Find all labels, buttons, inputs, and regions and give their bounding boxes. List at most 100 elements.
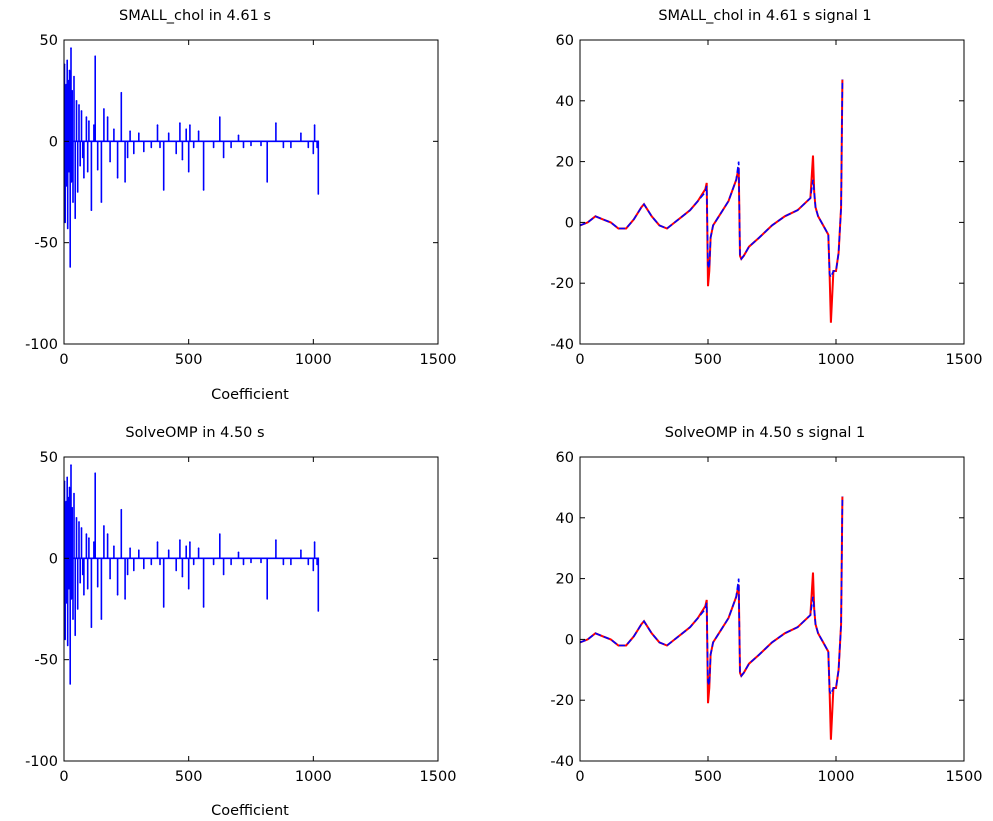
- data-point: [75, 100, 78, 102]
- data-point: [250, 144, 252, 147]
- data-point: [106, 116, 109, 118]
- data-point: [290, 146, 292, 149]
- data-point: [129, 130, 131, 132]
- data-point: [307, 563, 310, 566]
- data-point: [230, 146, 232, 149]
- data-point: [222, 156, 225, 159]
- x-axis-label: Coefficient: [211, 803, 289, 819]
- data-point: [150, 563, 153, 566]
- data-point: [162, 189, 165, 191]
- data-point: [230, 563, 232, 566]
- data-point: [96, 168, 99, 171]
- series-line: [579, 496, 844, 740]
- data-point: [212, 146, 215, 149]
- data-point: [65, 83, 67, 86]
- data-point: [94, 55, 96, 57]
- x-tick-label: 0: [59, 769, 68, 785]
- data-point: [85, 533, 88, 535]
- data-point: [150, 146, 153, 149]
- data-point: [300, 132, 302, 134]
- data-point: [66, 227, 69, 230]
- subplot-signal-small-chol: SMALL_chol in 4.61 s signal 1 0 500 1000 15…: [550, 8, 982, 368]
- data-point: [317, 193, 320, 195]
- data-point: [103, 525, 105, 527]
- x-tick-label: 1500: [946, 769, 983, 785]
- plot-area: 0 500 1000 1500 -40 -20 0 20 40 60: [550, 33, 982, 368]
- data-point: [312, 569, 315, 572]
- data-point: [120, 91, 123, 94]
- data-point: [68, 486, 71, 489]
- x-tick-label: 0: [575, 769, 584, 785]
- data-point: [175, 152, 177, 155]
- data-point: [86, 170, 89, 173]
- x-axis-label: Coefficient: [211, 387, 289, 403]
- data-point: [250, 561, 252, 564]
- data-point: [300, 549, 302, 551]
- data-point: [282, 563, 285, 566]
- data-point: [126, 573, 129, 576]
- data-point: [202, 189, 205, 191]
- y-tick-label: 0: [49, 551, 58, 567]
- data-point: [74, 217, 76, 220]
- data-point: [78, 104, 80, 106]
- y-tick-label: -40: [550, 754, 574, 770]
- data-point: [316, 563, 318, 566]
- x-tick-label: 500: [175, 769, 203, 785]
- data-point: [69, 266, 71, 268]
- data-point: [73, 75, 75, 78]
- data-point: [187, 587, 190, 590]
- data-point: [113, 128, 115, 130]
- data-point: [70, 47, 72, 49]
- data-point: [116, 177, 119, 179]
- data-point: [156, 541, 159, 543]
- axes-box: [63, 39, 439, 345]
- subplot-signal-solveomp: SolveOMP in 4.50 s signal 1 0 500 1000 1500…: [550, 425, 982, 785]
- data-point: [66, 644, 69, 647]
- data-point: [109, 577, 111, 580]
- data-point: [167, 132, 170, 134]
- x-tick-label: 1500: [946, 352, 983, 368]
- data-point: [266, 598, 269, 600]
- data-point: [126, 156, 129, 159]
- data-point: [66, 476, 68, 479]
- data-point: [70, 181, 73, 183]
- y-tick-label: -100: [25, 754, 58, 770]
- data-point: [179, 539, 181, 541]
- x-tick-label: 1000: [818, 352, 855, 368]
- data-point: [181, 575, 184, 578]
- data-point: [64, 221, 66, 224]
- data-point: [106, 533, 109, 535]
- data-point: [313, 541, 316, 543]
- data-point: [133, 152, 135, 155]
- data-point: [266, 181, 269, 183]
- data-point: [189, 541, 191, 543]
- data-point: [81, 573, 84, 576]
- y-tick-label: -40: [550, 337, 574, 353]
- x-tick-label: 1500: [420, 352, 457, 368]
- data-point: [65, 185, 68, 187]
- y-tick-label: -20: [550, 276, 574, 292]
- y-tick-label: 50: [40, 33, 58, 49]
- data-point: [109, 160, 111, 163]
- axes-box: [63, 456, 439, 762]
- data-point: [88, 537, 90, 539]
- data-point: [237, 134, 240, 137]
- axes-box: [579, 456, 965, 762]
- data-point: [167, 549, 170, 551]
- series-line: [579, 79, 844, 323]
- data-point: [72, 201, 74, 203]
- y-tick-label: 40: [556, 94, 574, 110]
- data-point: [179, 122, 181, 124]
- data-point: [124, 598, 126, 600]
- x-tick-label: 0: [575, 352, 584, 368]
- data-point: [197, 547, 200, 549]
- data-point: [65, 500, 67, 503]
- data-point: [159, 146, 161, 149]
- data-point: [242, 146, 245, 149]
- data-point: [69, 683, 71, 685]
- data-point: [79, 164, 81, 167]
- data-point: [159, 563, 161, 566]
- data-point: [81, 156, 84, 159]
- data-point: [83, 177, 85, 179]
- data-point: [70, 464, 72, 466]
